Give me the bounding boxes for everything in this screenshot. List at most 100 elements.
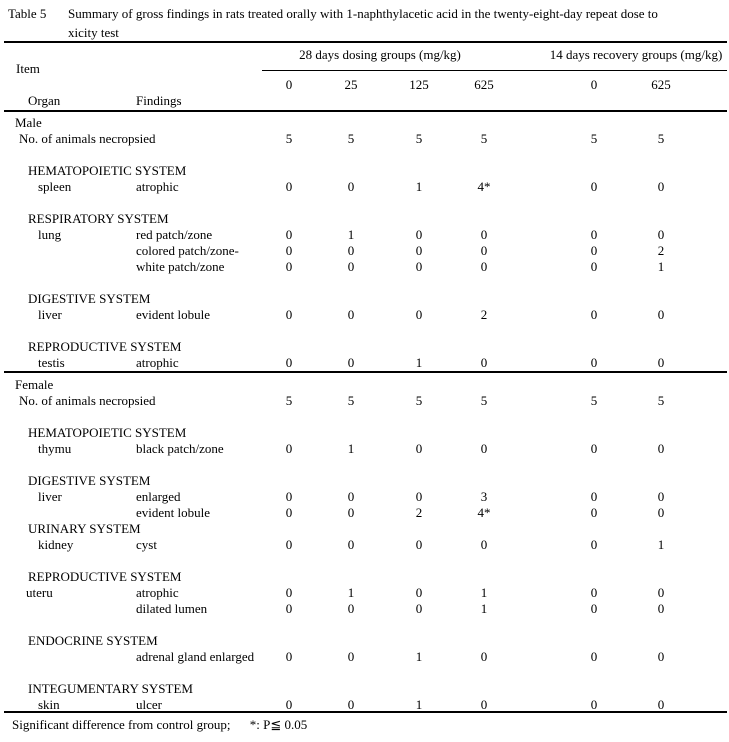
value-cell: 1 bbox=[480, 601, 488, 616]
footnote-text: Significant difference from control grou… bbox=[12, 717, 231, 732]
value-cell: 4* bbox=[477, 505, 491, 520]
value-cell: 2 bbox=[480, 307, 488, 322]
spacer-row bbox=[0, 553, 729, 569]
sex-label: Male bbox=[15, 115, 42, 130]
finding-cell: evident lobule bbox=[136, 307, 211, 322]
organ-cell: uteru bbox=[26, 585, 53, 600]
finding-cell: atrophic bbox=[136, 355, 179, 370]
value-cell: 0 bbox=[590, 601, 598, 616]
spacer-row bbox=[0, 457, 729, 473]
value-cell: 1 bbox=[347, 585, 355, 600]
count-label: No. of animals necropsied bbox=[19, 393, 156, 408]
value-cell: 0 bbox=[657, 697, 665, 712]
value-cell: 0 bbox=[285, 307, 293, 322]
system-label: DIGESTIVE SYSTEM bbox=[28, 291, 151, 306]
value-cell: 0 bbox=[590, 441, 598, 456]
value-cell: 5 bbox=[415, 131, 423, 146]
finding-row: liver evident lobule 0 0 0 2 0 0 bbox=[0, 307, 729, 323]
finding-cell: colored patch/zone- bbox=[136, 243, 239, 258]
value-cell: 0 bbox=[415, 259, 423, 274]
value-cell: 0 bbox=[657, 355, 665, 370]
system-header-row: DIGESTIVE SYSTEM bbox=[0, 473, 729, 489]
system-header-row: REPRODUCTIVE SYSTEM bbox=[0, 569, 729, 585]
spacer-row bbox=[0, 323, 729, 339]
value-cell: 0 bbox=[590, 243, 598, 258]
system-label: INTEGUMENTARY SYSTEM bbox=[28, 681, 193, 696]
value-cell: 0 bbox=[415, 307, 423, 322]
organ-cell: skin bbox=[38, 697, 60, 712]
sex-header-row: Female bbox=[0, 377, 729, 393]
female-section: Female No. of animals necropsied 5 5 5 5 5 5 HEM… bbox=[0, 377, 729, 713]
value-cell: 5 bbox=[590, 393, 598, 408]
value-cell: 0 bbox=[480, 697, 488, 712]
value-cell: 0 bbox=[285, 227, 293, 242]
organ-cell: liver bbox=[38, 489, 62, 504]
system-label: REPRODUCTIVE SYSTEM bbox=[28, 339, 182, 354]
value-cell: 0 bbox=[480, 355, 488, 370]
finding-cell: adrenal gland enlarged bbox=[136, 649, 255, 664]
organ-cell: liver bbox=[38, 307, 62, 322]
system-header-row: INTEGUMENTARY SYSTEM bbox=[0, 681, 729, 697]
value-cell: 0 bbox=[285, 179, 293, 194]
value-cell: 0 bbox=[415, 243, 423, 258]
value-cell: 4* bbox=[477, 179, 491, 194]
value-cell: 0 bbox=[590, 585, 598, 600]
system-label: HEMATOPOIETIC SYSTEM bbox=[28, 163, 187, 178]
value-cell: 0 bbox=[347, 259, 355, 274]
spacer-row bbox=[0, 195, 729, 211]
value-cell: 5 bbox=[347, 131, 355, 146]
system-label: ENDOCRINE SYSTEM bbox=[28, 633, 158, 648]
value-cell: 0 bbox=[657, 505, 665, 520]
value-cell: 1 bbox=[347, 441, 355, 456]
group-header-underline bbox=[262, 70, 727, 71]
value-cell: 1 bbox=[415, 355, 423, 370]
value-cell: 0 bbox=[285, 697, 293, 712]
finding-cell: enlarged bbox=[136, 489, 181, 504]
value-cell: 0 bbox=[347, 601, 355, 616]
value-cell: 2 bbox=[415, 505, 423, 520]
system-label: RESPIRATORY SYSTEM bbox=[28, 211, 169, 226]
spacer-row bbox=[0, 147, 729, 163]
finding-row: uteru atrophic 0 1 0 1 0 0 bbox=[0, 585, 729, 601]
value-cell: 0 bbox=[480, 227, 488, 242]
value-cell: 0 bbox=[285, 259, 293, 274]
value-cell: 1 bbox=[347, 227, 355, 242]
organ-cell: thymu bbox=[38, 441, 72, 456]
system-label: DIGESTIVE SYSTEM bbox=[28, 473, 151, 488]
value-cell: 1 bbox=[415, 697, 423, 712]
organ-cell: spleen bbox=[38, 179, 72, 194]
value-cell: 0 bbox=[590, 355, 598, 370]
value-cell: 5 bbox=[285, 131, 293, 146]
finding-row: kidney cyst 0 0 0 0 0 1 bbox=[0, 537, 729, 553]
count-label: No. of animals necropsied bbox=[19, 131, 156, 146]
value-cell: 2 bbox=[657, 243, 665, 258]
value-cell: 0 bbox=[590, 537, 598, 552]
value-cell: 0 bbox=[347, 179, 355, 194]
value-cell: 1 bbox=[657, 259, 665, 274]
value-cell: 0 bbox=[590, 489, 598, 504]
value-cell: 1 bbox=[415, 649, 423, 664]
value-cell: 0 bbox=[415, 585, 423, 600]
value-cell: 0 bbox=[590, 227, 598, 242]
system-header-row: RESPIRATORY SYSTEM bbox=[0, 211, 729, 227]
male-section: Male No. of animals necropsied 5 5 5 5 5 5 HEMAT… bbox=[0, 115, 729, 371]
value-cell: 0 bbox=[347, 489, 355, 504]
footnote-significance: *: P≦ 0.05 bbox=[249, 717, 308, 732]
finding-row: skin ulcer 0 0 1 0 0 0 bbox=[0, 697, 729, 713]
finding-row: white patch/zone 0 0 0 0 0 1 bbox=[0, 259, 729, 275]
footnote: Significant difference from control grou… bbox=[12, 717, 307, 733]
system-label: URINARY SYSTEM bbox=[28, 521, 141, 536]
system-header-row: ENDOCRINE SYSTEM bbox=[0, 633, 729, 649]
finding-row: colored patch/zone- 0 0 0 0 0 2 bbox=[0, 243, 729, 259]
value-cell: 5 bbox=[657, 131, 665, 146]
dose-header-cell: 625 bbox=[474, 77, 494, 92]
animal-count-row: No. of animals necropsied 5 5 5 5 5 5 bbox=[0, 393, 729, 409]
system-label: REPRODUCTIVE SYSTEM bbox=[28, 569, 182, 584]
system-label: HEMATOPOIETIC SYSTEM bbox=[28, 425, 187, 440]
system-header-row: URINARY SYSTEM bbox=[0, 521, 729, 537]
spacer-row bbox=[0, 665, 729, 681]
value-cell: 0 bbox=[285, 505, 293, 520]
organ-cell: lung bbox=[38, 227, 62, 242]
value-cell: 3 bbox=[480, 489, 488, 504]
